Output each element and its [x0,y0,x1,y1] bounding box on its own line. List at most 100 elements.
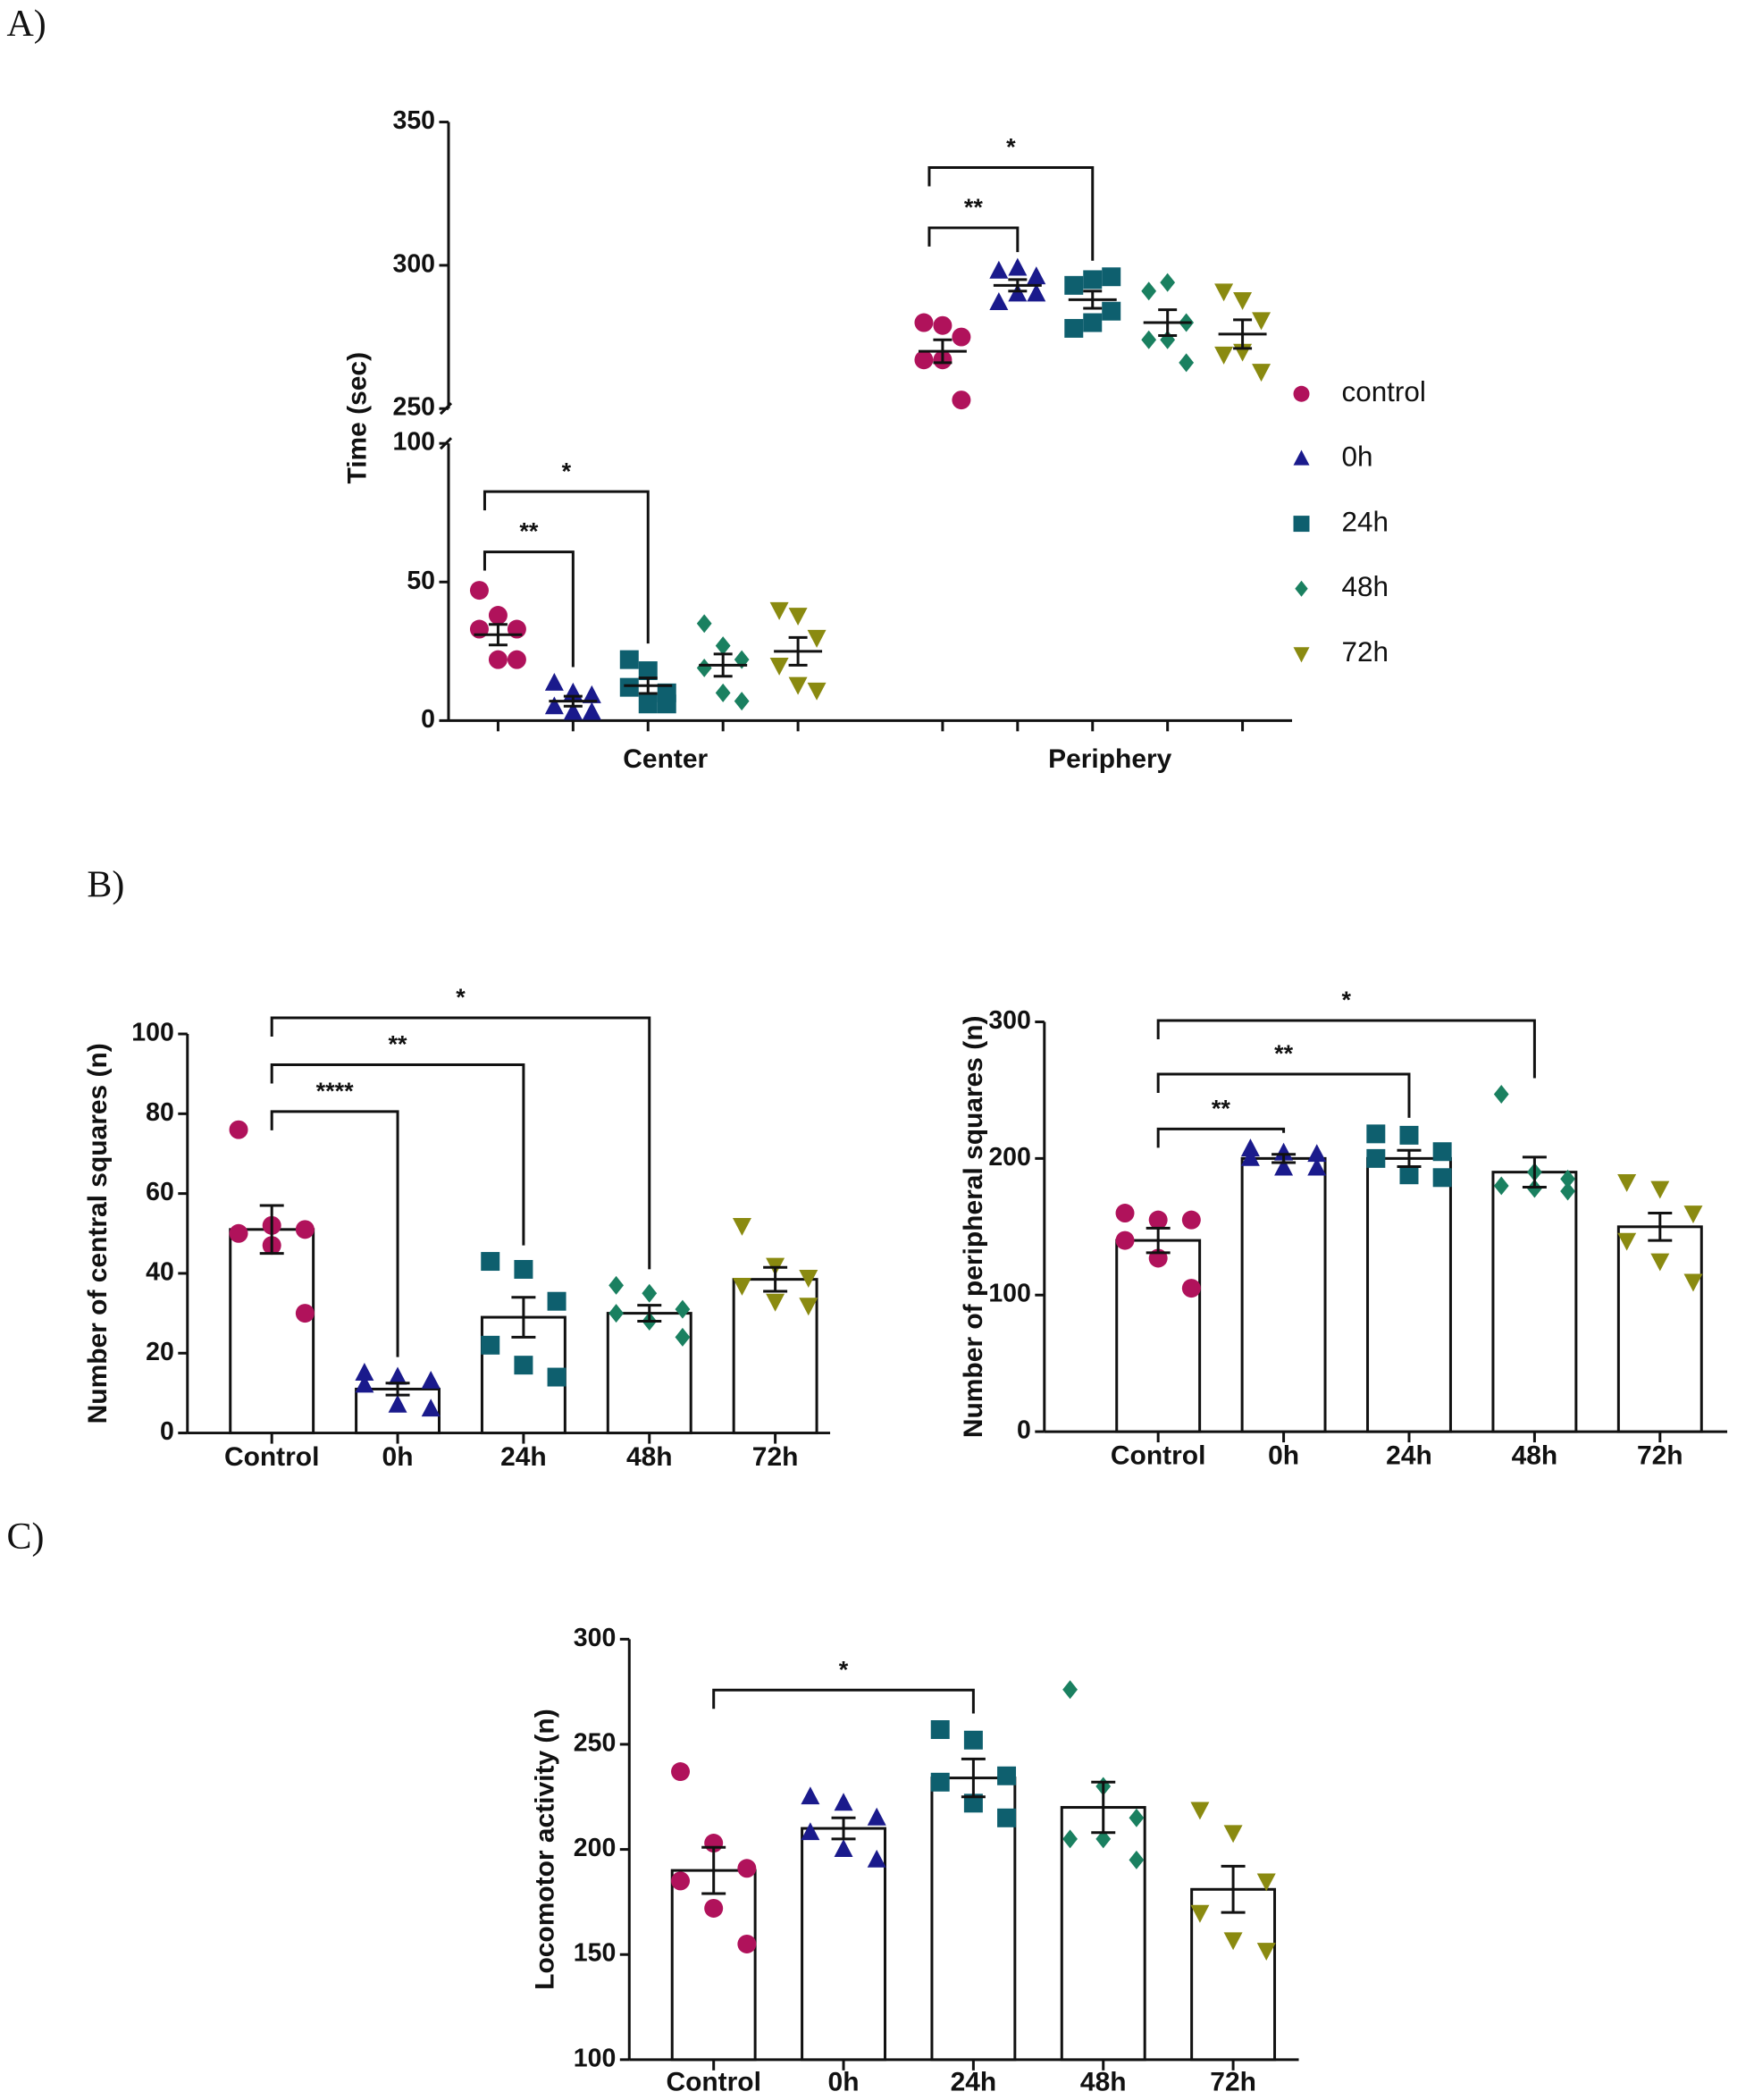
error-bar [488,623,508,647]
error-bar [563,694,583,708]
data-point [1083,313,1103,332]
data-point [715,636,731,656]
data-point [1064,275,1084,295]
data-point [1214,283,1234,302]
legend-label: control [1341,376,1425,407]
data-point [1432,1142,1452,1162]
data-point [514,1356,533,1375]
data-point [807,682,827,701]
error-bar [933,338,953,365]
data-point [867,1807,886,1826]
data-point [1252,364,1271,382]
data-point [732,1277,751,1296]
error-bar [259,1204,284,1256]
data-point [1252,312,1271,331]
significance-label: ** [964,194,983,221]
error-bar [1522,1155,1547,1189]
error-bar [1146,1226,1171,1255]
data-point [930,1772,950,1792]
data-point [1190,1802,1210,1820]
error-bar [701,1845,726,1895]
data-point [355,1363,374,1381]
error-bar [1397,1148,1422,1169]
y-tick-label: 300 [574,1624,617,1652]
data-point [801,1822,820,1841]
x-category-label: Periphery [1048,744,1172,774]
data-point [544,696,564,715]
significance-label: ** [389,1031,407,1058]
data-point [1683,1273,1703,1292]
data-point [514,1259,533,1279]
x-category-label: 48h [626,1442,673,1472]
data-point [1617,1173,1637,1192]
y-tick-label: 100 [574,2044,617,2072]
bar [606,1312,692,1435]
data-point [1274,1142,1294,1161]
error-bar [1648,1212,1673,1242]
data-point [619,677,639,697]
bar [1190,1887,1277,2062]
data-point [989,292,1009,310]
y-tick-label: 100 [393,428,435,457]
x-category-label: 0h [828,2068,860,2097]
data-point [547,1291,566,1311]
data-point [1027,266,1046,285]
data-point [1240,1147,1260,1166]
data-point [1240,1138,1260,1157]
data-point [229,1223,248,1243]
data-point [807,629,827,648]
data-point [1214,346,1234,365]
data-point [788,608,808,626]
data-point [766,1293,785,1312]
data-point [469,581,489,601]
data-point [481,1252,500,1272]
x-category-label: 48h [1080,2068,1127,2097]
data-point [737,1859,757,1878]
data-point [1366,1124,1386,1144]
error-bar [1221,1864,1246,1914]
y-axis-label: Locomotor activity (n) [530,1709,559,1990]
data-point [638,694,658,714]
error-bar [831,1816,856,1841]
data-point [1293,385,1310,402]
data-point [914,350,934,370]
data-point [388,1394,407,1413]
data-point [1115,1204,1135,1223]
data-point [1256,1873,1276,1892]
y-tick-label: 100 [131,1019,174,1047]
x-category-label: 0h [382,1442,414,1472]
significance-label: * [562,458,572,484]
y-tick-label: 300 [393,249,435,278]
data-point [1064,318,1084,338]
data-point [481,1335,500,1355]
data-point [1102,301,1121,321]
x-category-label: 72h [1210,2068,1256,2097]
data-point [229,1120,248,1139]
data-point [388,1366,407,1385]
data-point [1181,1210,1201,1230]
x-category-label: Control [224,1442,319,1472]
data-point [1307,1144,1327,1163]
data-point [295,1220,315,1239]
data-point [1493,1085,1509,1105]
bar [1115,1239,1202,1433]
y-tick-label: 0 [160,1417,174,1446]
data-point [799,1270,818,1288]
error-bar [385,1382,410,1397]
legend-label: 72h [1341,636,1388,668]
data-point [989,260,1009,279]
data-point [788,676,808,695]
data-point [1650,1180,1670,1199]
bar [1366,1156,1452,1433]
data-point [1366,1148,1386,1168]
data-point [737,1934,757,1953]
significance-bracket [483,490,650,644]
data-point [582,685,601,703]
x-category-label: 0h [1268,1441,1299,1470]
data-point [1008,257,1028,276]
y-tick-label: 80 [146,1098,174,1127]
data-point [671,1871,691,1891]
data-point [963,1793,983,1813]
